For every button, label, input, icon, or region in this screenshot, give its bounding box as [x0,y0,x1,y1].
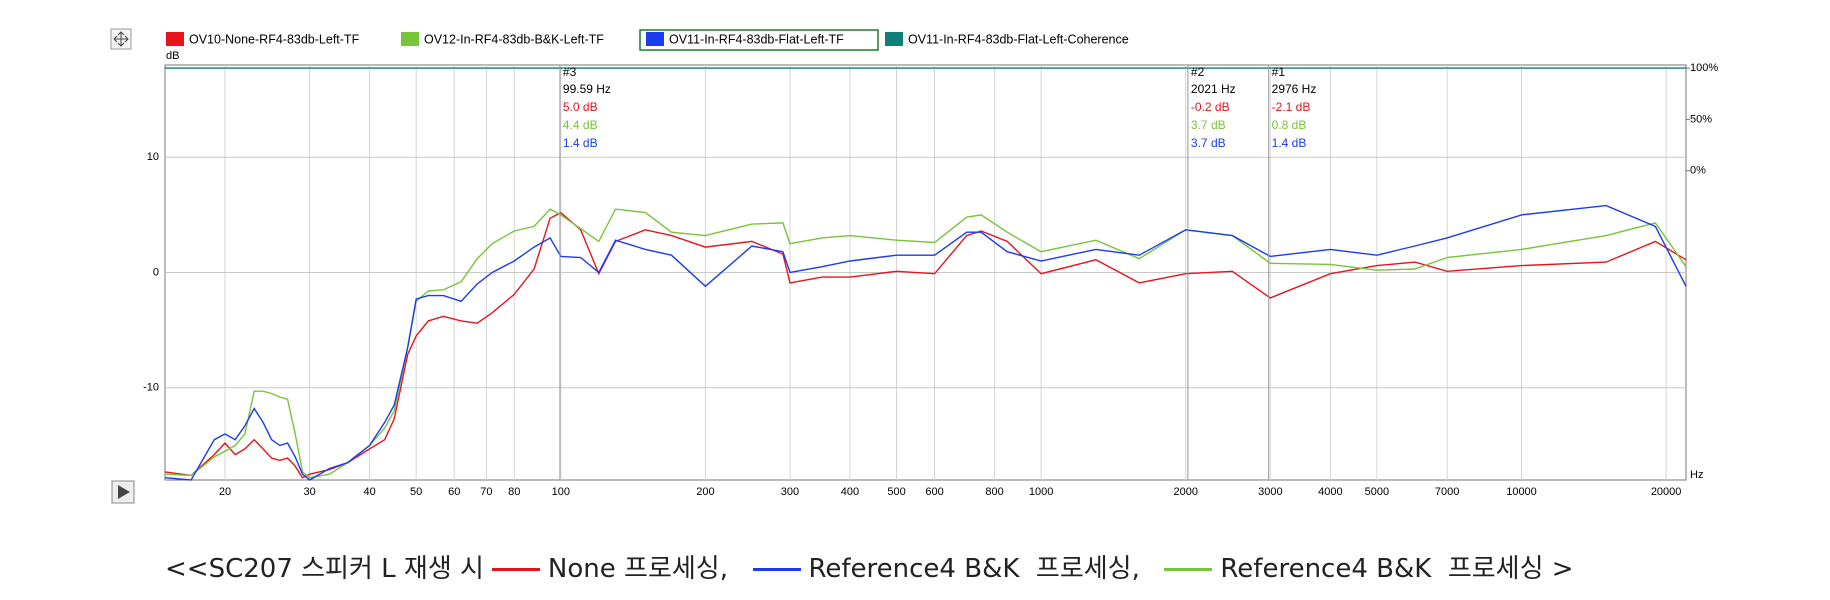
caption: <<SC207 스피커 L 재생 시 None 프로세싱, Reference4 … [165,548,1574,585]
x-tick-label: 400 [841,486,859,498]
x-tick-label: 800 [985,486,1003,498]
caption-text: <<SC207 스피커 L 재생 시 [165,554,484,584]
cursor-reading: -2.1 dB [1272,100,1311,114]
x-tick-label: 600 [925,486,943,498]
cursor-name: #3 [563,65,577,79]
x-axis-label: Hz [1690,469,1703,481]
x-tick-label: 300 [781,486,799,498]
x-tick-label: 500 [887,486,905,498]
x-tick-label: 7000 [1435,486,1459,498]
cursor-reading: 4.4 dB [563,118,598,132]
cursor-freq: 2021 Hz [1191,82,1236,96]
legend-line [491,568,540,571]
cursor-reading: 3.7 dB [1191,136,1226,150]
legend-label: OV11-In-RF4-83db-Flat-Left-TF [669,32,844,46]
cursor-reading: 0.8 dB [1272,118,1307,132]
y-tick-label: -10 [143,382,159,394]
cursor-reading: -0.2 dB [1191,100,1230,114]
cursor-reading: 1.4 dB [563,136,598,150]
legend-line [752,568,801,571]
x-tick-label: 30 [303,486,315,498]
x-tick-label: 3000 [1258,486,1282,498]
x-tick-label: 4000 [1318,486,1342,498]
x-tick-label: 70 [480,486,492,498]
y2-tick-label: 50% [1690,113,1712,125]
x-tick-label: 100 [552,486,570,498]
x-tick-label: 50 [410,486,422,498]
legend-line [1164,568,1213,571]
legend-selection [639,29,879,51]
cursor-reading: 5.0 dB [563,100,598,114]
cursor-reading: 1.4 dB [1272,136,1307,150]
y2-tick-label: 0% [1690,165,1706,177]
cursor-freq: 99.59 Hz [563,82,611,96]
series-line [164,204,1687,481]
y-axis-label: dB [166,50,179,62]
x-tick-label: 2000 [1174,486,1198,498]
cursor-name: #2 [1191,65,1205,79]
x-tick-label: 5000 [1365,486,1389,498]
y-tick-label: 0 [153,266,159,278]
play-button[interactable] [111,480,135,504]
legend-swatch [166,32,184,46]
legend-swatch [885,32,903,46]
caption-text: Reference4 B&K 프로세싱, [808,554,1140,584]
x-tick-label: 40 [363,486,375,498]
x-tick-label: 1000 [1029,486,1053,498]
legend-label: OV12-In-RF4-83db-B&K-Left-TF [424,32,604,46]
x-tick-label: 20000 [1651,486,1682,498]
y-tick-label: 10 [147,151,159,163]
x-tick-label: 10000 [1506,486,1537,498]
cursor-name: #1 [1272,65,1286,79]
x-tick-label: 200 [696,486,714,498]
move-icon[interactable] [110,28,132,50]
chart: dB Hz 20 30 40 50 60 70 80 100 200 300 400 500 600 80… [110,28,1718,504]
cursor-freq: 2976 Hz [1272,82,1317,96]
x-tick-label: 20 [219,486,231,498]
legend-label: OV11-In-RF4-83db-Flat-Left-Coherence [908,32,1129,46]
x-tick-label: 80 [508,486,520,498]
legend-label: OV10-None-RF4-83db-Left-TF [189,32,360,46]
cursor-reading: 3.7 dB [1191,118,1226,132]
x-tick-label: 60 [448,486,460,498]
legend-swatch [401,32,419,46]
caption-text: Reference4 B&K 프로세싱 > [1220,554,1574,584]
y2-tick-label: 100% [1690,62,1718,74]
caption-text: None 프로세싱, [547,554,728,584]
legend-swatch [646,32,664,46]
